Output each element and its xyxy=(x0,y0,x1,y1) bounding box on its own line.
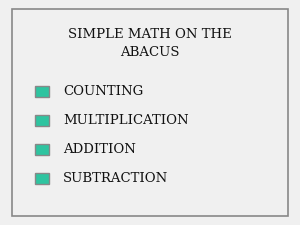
Text: SUBTRACTION: SUBTRACTION xyxy=(63,172,168,185)
Text: ADDITION: ADDITION xyxy=(63,143,136,156)
Bar xyxy=(35,115,49,126)
Bar xyxy=(35,144,49,155)
Bar xyxy=(35,173,49,184)
Text: COUNTING: COUNTING xyxy=(63,85,143,98)
Text: MULTIPLICATION: MULTIPLICATION xyxy=(63,114,189,127)
Bar xyxy=(35,86,49,97)
Text: SIMPLE MATH ON THE: SIMPLE MATH ON THE xyxy=(68,28,232,41)
Text: ABACUS: ABACUS xyxy=(120,46,180,59)
